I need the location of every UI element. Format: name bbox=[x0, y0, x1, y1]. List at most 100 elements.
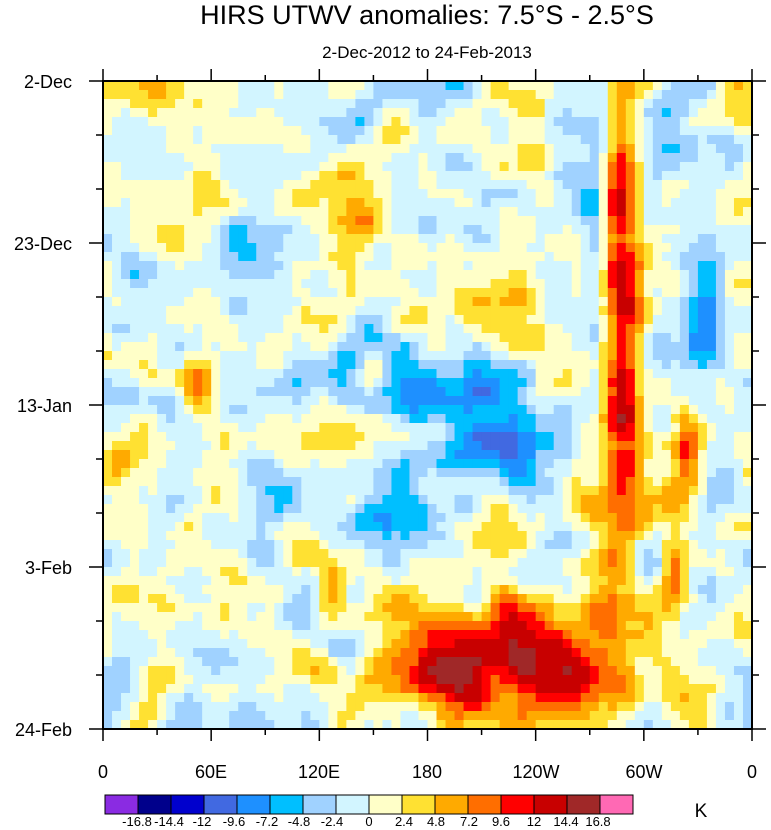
field-cell bbox=[508, 252, 519, 262]
field-cell bbox=[517, 189, 528, 199]
field-cell bbox=[400, 297, 411, 307]
field-cell bbox=[202, 675, 212, 685]
field-cell bbox=[472, 135, 483, 145]
field-cell bbox=[112, 216, 122, 226]
field-cell bbox=[625, 351, 636, 361]
field-cell bbox=[607, 144, 618, 154]
field-cell bbox=[562, 675, 573, 685]
field-cell bbox=[139, 324, 149, 334]
field-cell bbox=[499, 378, 510, 388]
field-cell bbox=[283, 675, 293, 685]
field-cell bbox=[616, 252, 627, 262]
field-cell bbox=[625, 684, 636, 694]
field-cell bbox=[364, 342, 375, 352]
field-cell bbox=[697, 153, 708, 163]
field-cell bbox=[103, 99, 113, 109]
field-cell bbox=[589, 585, 600, 595]
field-cell bbox=[274, 513, 284, 523]
field-cell bbox=[553, 495, 564, 505]
field-cell bbox=[229, 342, 239, 352]
field-cell bbox=[400, 360, 411, 370]
field-cell bbox=[175, 468, 185, 478]
field-cell bbox=[499, 693, 510, 703]
field-cell bbox=[301, 378, 311, 388]
field-cell bbox=[598, 198, 609, 208]
field-cell bbox=[715, 90, 726, 100]
field-cell bbox=[139, 558, 149, 568]
field-cell bbox=[229, 576, 239, 586]
field-cell bbox=[463, 576, 474, 586]
field-cell bbox=[355, 90, 366, 100]
field-cell bbox=[130, 387, 140, 397]
field-cell bbox=[274, 99, 284, 109]
field-cell bbox=[391, 405, 402, 415]
field-cell bbox=[463, 684, 474, 694]
field-cell bbox=[517, 225, 528, 235]
field-cell bbox=[706, 207, 717, 217]
field-cell bbox=[445, 171, 456, 181]
field-cell bbox=[139, 540, 149, 550]
field-cell bbox=[184, 162, 194, 172]
field-cell bbox=[697, 117, 708, 127]
field-cell bbox=[715, 432, 726, 442]
field-cell bbox=[571, 279, 582, 289]
field-cell bbox=[481, 495, 492, 505]
field-cell bbox=[247, 459, 257, 469]
field-cell bbox=[616, 216, 627, 226]
field-cell bbox=[472, 180, 483, 190]
field-cell bbox=[373, 603, 384, 613]
field-cell bbox=[247, 396, 257, 406]
field-cell bbox=[616, 189, 627, 199]
field-cell bbox=[472, 261, 483, 271]
field-cell bbox=[112, 477, 122, 487]
field-cell bbox=[706, 495, 717, 505]
field-cell bbox=[670, 315, 681, 325]
field-cell bbox=[103, 684, 113, 694]
field-cell bbox=[256, 135, 266, 145]
field-cell bbox=[409, 396, 420, 406]
field-cell bbox=[679, 396, 690, 406]
field-cell bbox=[661, 513, 672, 523]
field-cell bbox=[445, 486, 456, 496]
field-cell bbox=[346, 666, 356, 676]
field-cell bbox=[670, 666, 681, 676]
field-cell bbox=[283, 639, 293, 649]
field-cell bbox=[400, 342, 411, 352]
field-cell bbox=[148, 630, 158, 640]
field-cell bbox=[274, 360, 284, 370]
field-cell bbox=[526, 198, 537, 208]
field-cell bbox=[463, 306, 474, 316]
field-cell bbox=[571, 441, 582, 451]
field-cell bbox=[526, 477, 537, 487]
field-cell bbox=[616, 90, 627, 100]
field-cell bbox=[670, 360, 681, 370]
field-cell bbox=[265, 315, 275, 325]
field-cell bbox=[139, 261, 149, 271]
field-cell bbox=[652, 153, 663, 163]
field-cell bbox=[472, 531, 483, 541]
field-cell bbox=[265, 639, 275, 649]
field-cell bbox=[481, 198, 492, 208]
field-cell bbox=[580, 495, 591, 505]
field-cell bbox=[319, 81, 329, 91]
field-cell bbox=[526, 108, 537, 118]
field-cell bbox=[598, 630, 609, 640]
field-cell bbox=[364, 252, 375, 262]
field-cell bbox=[463, 216, 474, 226]
field-cell bbox=[166, 450, 176, 460]
field-cell bbox=[193, 666, 203, 676]
field-cell bbox=[517, 567, 528, 577]
field-cell bbox=[328, 540, 338, 550]
field-cell bbox=[697, 387, 708, 397]
field-cell bbox=[355, 288, 366, 298]
field-cell bbox=[463, 234, 474, 244]
field-cell bbox=[238, 126, 248, 136]
field-cell bbox=[283, 99, 293, 109]
field-cell bbox=[373, 576, 384, 586]
field-cell bbox=[346, 360, 356, 370]
field-cell bbox=[724, 261, 735, 271]
field-cell bbox=[103, 225, 113, 235]
field-cell bbox=[337, 243, 347, 253]
field-cell bbox=[436, 126, 447, 136]
field-cell bbox=[382, 198, 393, 208]
